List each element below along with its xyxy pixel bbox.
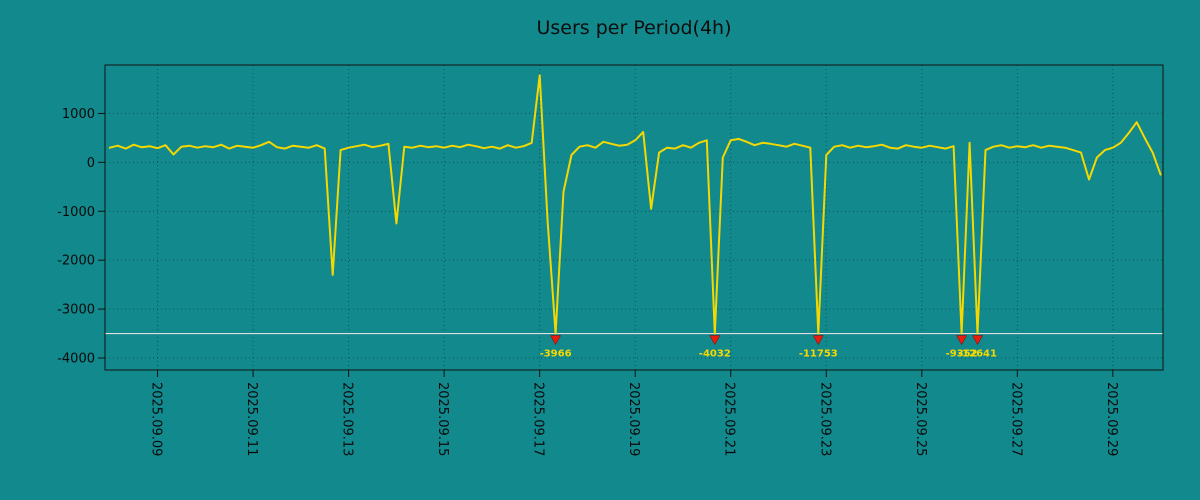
- marker-value-label: -12641: [958, 349, 997, 360]
- y-tick-label: -4000: [57, 352, 95, 367]
- overflow-arrow-icon: [550, 335, 562, 346]
- x-tick-label: 2025.09.11: [244, 382, 259, 456]
- y-tick-label: 0: [87, 156, 95, 171]
- y-tick-label: 1000: [62, 107, 95, 122]
- marker-value-label: -9352: [946, 349, 978, 360]
- plot-area: 1000 0 -1000 -2000 -3000 -4000 2025.09.09 2025.…: [57, 64, 1164, 456]
- overflow-arrow-icon: [812, 335, 824, 346]
- y-tick-label: -2000: [57, 254, 95, 269]
- marker-value-label: -11753: [799, 349, 838, 360]
- marker-value-label: -4032: [699, 349, 731, 360]
- x-tick-label: 2025.09.21: [722, 382, 737, 456]
- y-tick-label: -1000: [57, 205, 95, 220]
- overflow-arrow-icon: [709, 335, 721, 346]
- x-tick-label: 2025.09.09: [149, 382, 164, 456]
- users-series-line: [108, 74, 1162, 335]
- overflow-arrow-icon: [972, 335, 983, 346]
- overflow-arrow-icon: [956, 335, 968, 346]
- plot-border: [104, 64, 1164, 371]
- x-tick-label: 2025.09.25: [913, 382, 928, 456]
- x-tick-label: 2025.09.29: [1104, 382, 1119, 456]
- x-tick-label: 2025.09.19: [626, 382, 641, 456]
- x-tick-label: 2025.09.23: [817, 382, 832, 456]
- x-tick-label: 2025.09.17: [531, 382, 546, 456]
- x-tick-label: 2025.09.27: [1008, 382, 1023, 456]
- chart-title: Users per Period(4h): [536, 17, 731, 39]
- x-tick-label: 2025.09.13: [340, 382, 355, 456]
- marker-value-label: -3966: [540, 349, 572, 360]
- x-tick-label: 2025.09.15: [435, 382, 450, 456]
- y-tick-label: -3000: [57, 303, 95, 318]
